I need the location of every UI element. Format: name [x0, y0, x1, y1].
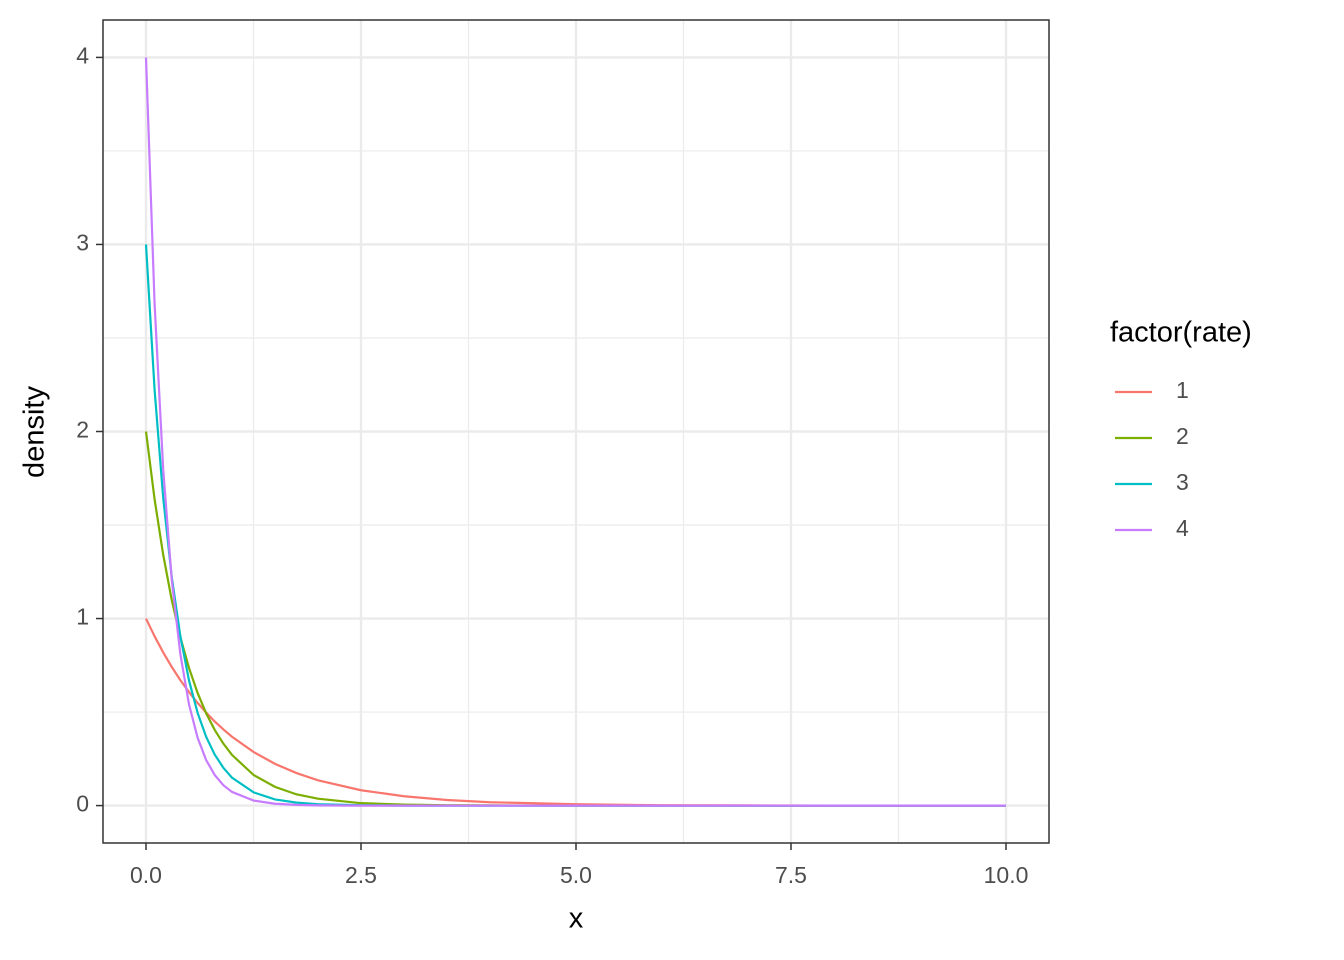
legend-label: 1 — [1176, 377, 1189, 403]
y-axis-label: density — [19, 386, 51, 478]
legend-label: 4 — [1176, 515, 1189, 541]
series-line — [144, 57, 1006, 807]
x-axis-label: x — [569, 903, 584, 935]
legend-label: 2 — [1176, 423, 1189, 449]
plot-border — [102, 19, 1050, 844]
x-tick-label: 0.0 — [130, 862, 162, 888]
y-tick-label: 2 — [76, 417, 89, 443]
x-tick-label: 10.0 — [984, 862, 1029, 888]
x-tick-label: 7.5 — [775, 862, 807, 888]
x-tick-label: 2.5 — [345, 862, 377, 888]
y-tick-label: 4 — [76, 42, 89, 68]
legend-title: factor(rate) — [1110, 317, 1252, 349]
y-tick-label: 0 — [76, 791, 89, 817]
x-tick-label: 5.0 — [560, 862, 592, 888]
y-tick-label: 3 — [76, 230, 89, 256]
y-tick-label: 1 — [76, 604, 89, 630]
legend-label: 3 — [1176, 469, 1189, 495]
